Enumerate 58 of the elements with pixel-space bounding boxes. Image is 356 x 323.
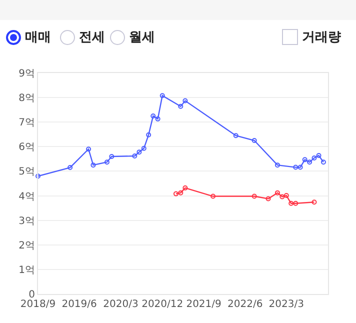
- point: [293, 200, 298, 206]
- x-tick-label: 2019/6: [62, 299, 97, 310]
- x-tick-label: 2023/3: [268, 299, 304, 310]
- point: [274, 190, 280, 196]
- point: [210, 194, 216, 199]
- x-tick-label: 2020/3: [103, 299, 138, 310]
- point: [284, 193, 289, 198]
- point: [178, 104, 184, 109]
- point: [86, 146, 92, 152]
- text: 매매: [25, 29, 51, 46]
- point: [68, 165, 73, 170]
- y-tick-label: 9억: [18, 68, 35, 80]
- x-tick-label: 2022/6: [228, 299, 263, 310]
- point: [178, 190, 184, 196]
- text: 전세: [79, 29, 105, 46]
- point: [274, 162, 280, 168]
- point: [312, 155, 317, 160]
- x-tick-label: 2021/9: [186, 299, 222, 310]
- y-tick-label: 1억: [18, 264, 35, 276]
- point: [36, 174, 40, 179]
- y-tick-label: 6억: [18, 142, 35, 154]
- point: [104, 160, 110, 165]
- point: [141, 146, 146, 151]
- x-tick-label: 2018/9: [20, 299, 56, 310]
- point: [307, 160, 312, 165]
- point: [155, 116, 160, 122]
- point: [252, 138, 257, 144]
- point: [136, 150, 142, 155]
- point: [233, 133, 238, 138]
- point: [302, 157, 308, 162]
- y-tick-label: 3억: [18, 216, 35, 227]
- point: [146, 132, 152, 138]
- point: [182, 98, 188, 104]
- y-tick-label: 4억: [18, 191, 35, 202]
- point: [288, 200, 294, 206]
- y-tick-label: 5억: [18, 166, 35, 178]
- point: [293, 164, 298, 170]
- point: [109, 154, 114, 159]
- point: [280, 194, 285, 200]
- y-tick-label: 7억: [18, 118, 35, 129]
- text: 거래량: [302, 29, 341, 46]
- x-tick-label: 2020/12: [142, 299, 184, 310]
- point: [160, 93, 165, 98]
- point: [90, 162, 96, 168]
- point: [173, 191, 178, 196]
- y-tick-label: 2억: [18, 240, 35, 252]
- point: [252, 194, 257, 199]
- y-tick-label: 8억: [18, 93, 35, 104]
- point: [316, 153, 322, 158]
- point: [298, 164, 303, 170]
- text: 월세: [129, 29, 155, 46]
- point: [320, 160, 326, 165]
- y-tick-label: 0: [28, 290, 35, 300]
- point: [266, 196, 271, 202]
- point: [182, 185, 188, 190]
- point: [132, 154, 138, 158]
- point: [312, 200, 317, 205]
- point: [150, 113, 156, 118]
